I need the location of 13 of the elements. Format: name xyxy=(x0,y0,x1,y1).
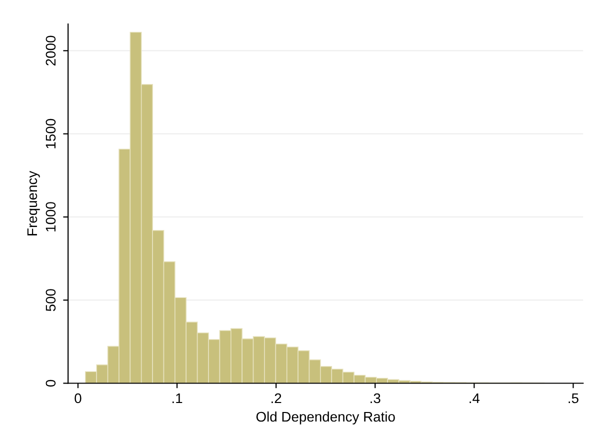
x-tick-label: .4 xyxy=(470,393,480,404)
y-tick-label: 2000 xyxy=(46,36,56,66)
y-tick-label: 1500 xyxy=(46,118,56,148)
y-tick-label: 500 xyxy=(46,289,56,312)
x-tick-label: .3 xyxy=(370,393,380,404)
y-tick-label: 1000 xyxy=(46,202,56,232)
x-tick-label: .5 xyxy=(568,393,578,404)
x-tick-label: 0 xyxy=(74,393,82,404)
x-tick-label: .2 xyxy=(272,393,282,404)
y-axis-title: Frequency xyxy=(27,170,40,236)
y-tick-label: 0 xyxy=(46,380,56,387)
x-tick-label: .1 xyxy=(172,393,182,404)
x-axis-title: Old Dependency Ratio xyxy=(256,411,395,424)
